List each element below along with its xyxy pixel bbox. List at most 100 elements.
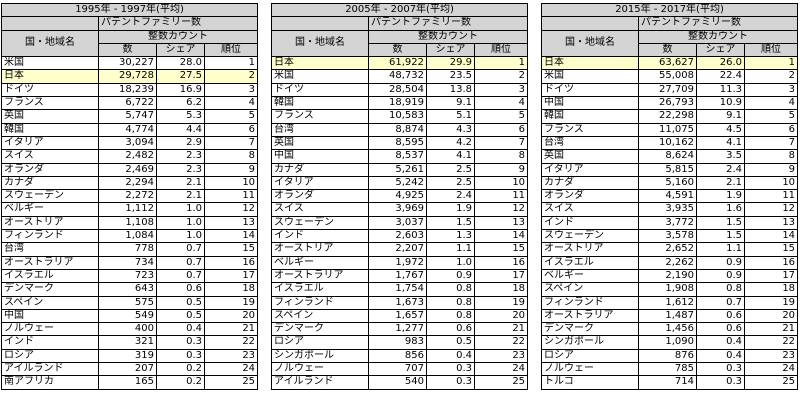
count-cell: 18,239	[98, 82, 157, 98]
country-name-cell: オーストリア	[541, 242, 639, 257]
count-cell: 1,112	[98, 202, 157, 217]
country-name-cell: イスラエル	[271, 282, 369, 297]
rank-cell: 3	[743, 82, 799, 98]
family-count-header: パテントファミリー数	[637, 16, 799, 31]
country-name-cell: インド	[541, 215, 639, 231]
country-name-cell: ベルギー	[1, 202, 99, 217]
rank-cell: 10	[473, 175, 529, 191]
country-name-cell: オランダ	[271, 189, 369, 204]
share-cell: 1.5	[696, 229, 745, 244]
share-cell: 1.0	[156, 229, 205, 244]
rank-cell: 8	[473, 149, 529, 164]
count-cell: 2,482	[98, 149, 157, 164]
share-cell: 10.9	[696, 96, 745, 111]
country-name-cell: デンマーク	[1, 282, 99, 297]
rank-cell: 10	[203, 175, 259, 191]
country-name-cell: 中国	[1, 308, 99, 324]
count-cell: 319	[98, 348, 157, 364]
rank-cell: 3	[473, 82, 529, 98]
table-row: オランダ 4,925 2.4 11	[271, 189, 529, 204]
family-count-header: パテントファミリー数	[367, 16, 529, 31]
share-cell: 23.5	[426, 69, 475, 84]
count-cell: 707	[368, 362, 427, 377]
share-cell: 4.1	[426, 149, 475, 164]
table-row: ノルウェー 400 0.4 21	[1, 322, 259, 337]
table-row: 韓国 22,298 9.1 5	[541, 109, 799, 124]
share-cell: 2.3	[156, 162, 205, 177]
country-name-cell: 英国	[1, 109, 99, 124]
rank-cell: 25	[203, 375, 259, 390]
table-row: イスラエル 2,262 0.9 16	[541, 255, 799, 270]
country-name-cell: フランス	[271, 109, 369, 124]
table-row: 米国 55,008 22.4 2	[541, 69, 799, 84]
share-cell: 0.4	[156, 322, 205, 337]
rank-cell: 9	[203, 162, 259, 177]
count-cell: 876	[638, 348, 697, 364]
count-cell: 61,922	[368, 56, 427, 71]
share-cell: 2.4	[426, 189, 475, 204]
rank-cell: 20	[473, 308, 529, 324]
table-row: インド 3,772 1.5 13	[541, 215, 799, 231]
country-name-cell: オーストラリア	[271, 268, 369, 284]
count-cell: 3,094	[98, 135, 157, 151]
table-row: オランダ 4,591 1.9 11	[541, 189, 799, 204]
share-column-header: シェア	[156, 42, 205, 58]
rank-cell: 21	[473, 322, 529, 337]
count-column-header: 数	[368, 42, 427, 58]
table-row: ベルギー 2,190 0.9 17	[541, 268, 799, 284]
share-cell: 2.4	[696, 162, 745, 177]
rank-cell: 12	[743, 202, 799, 217]
table-row: オーストリア 1,108 1.0 13	[1, 215, 259, 231]
count-cell: 5,261	[368, 162, 427, 177]
rank-cell: 19	[203, 295, 259, 310]
country-name-cell: スウェーデン	[1, 189, 99, 204]
table-row: オーストラリア 734 0.7 16	[1, 255, 259, 270]
share-cell: 0.3	[426, 375, 475, 390]
rank-column-header: 順位	[473, 42, 529, 58]
country-name-cell: 中国	[541, 96, 639, 111]
share-cell: 27.5	[156, 69, 205, 84]
share-cell: 0.3	[696, 362, 745, 377]
rank-cell: 5	[473, 109, 529, 124]
share-cell: 0.3	[156, 335, 205, 350]
share-cell: 6.2	[156, 96, 205, 111]
rank-cell: 1	[473, 56, 529, 71]
patent-table: 2005年 - 2007年(平均) パテントファミリー数 国・地域名 整数カウン…	[270, 2, 529, 390]
rank-cell: 1	[203, 56, 259, 71]
count-cell: 5,747	[98, 109, 157, 124]
rank-cell: 22	[473, 335, 529, 350]
country-name-cell: オランダ	[1, 162, 99, 177]
count-cell: 983	[368, 335, 427, 350]
share-cell: 29.9	[426, 56, 475, 71]
rank-cell: 4	[203, 96, 259, 111]
count-cell: 540	[368, 375, 427, 390]
rank-cell: 9	[743, 162, 799, 177]
country-name-cell: 韓国	[1, 122, 99, 137]
period-title: 2005年 - 2007年(平均)	[270, 2, 529, 18]
table-row: 中国 8,537 4.1 8	[271, 149, 529, 164]
rank-cell: 11	[473, 189, 529, 204]
count-cell: 4,774	[98, 122, 157, 137]
country-name-cell: 韓国	[271, 96, 369, 111]
rank-cell: 24	[473, 362, 529, 377]
table-row: デンマーク 1,456 0.6 21	[541, 322, 799, 337]
country-name-cell: オーストリア	[1, 215, 99, 231]
table-row: イタリア 5,242 2.5 10	[271, 175, 529, 191]
count-cell: 10,162	[638, 135, 697, 151]
count-cell: 29,728	[98, 69, 157, 84]
country-name-cell: ノルウェー	[271, 362, 369, 377]
share-cell: 5.1	[426, 109, 475, 124]
rank-cell: 23	[203, 348, 259, 364]
share-cell: 2.5	[426, 175, 475, 191]
table-row: フランス 6,722 6.2 4	[1, 96, 259, 111]
rank-cell: 14	[203, 229, 259, 244]
country-name-cell: 南アフリカ	[1, 375, 99, 390]
country-name-cell: フィンランド	[541, 295, 639, 310]
rank-cell: 16	[203, 255, 259, 270]
table-row: スペイン 575 0.5 19	[1, 295, 259, 310]
rank-cell: 22	[203, 335, 259, 350]
rank-cell: 3	[203, 82, 259, 98]
count-column-header: 数	[638, 42, 697, 58]
rank-cell: 2	[203, 69, 259, 84]
table-row: ノルウェー 707 0.3 24	[271, 362, 529, 377]
